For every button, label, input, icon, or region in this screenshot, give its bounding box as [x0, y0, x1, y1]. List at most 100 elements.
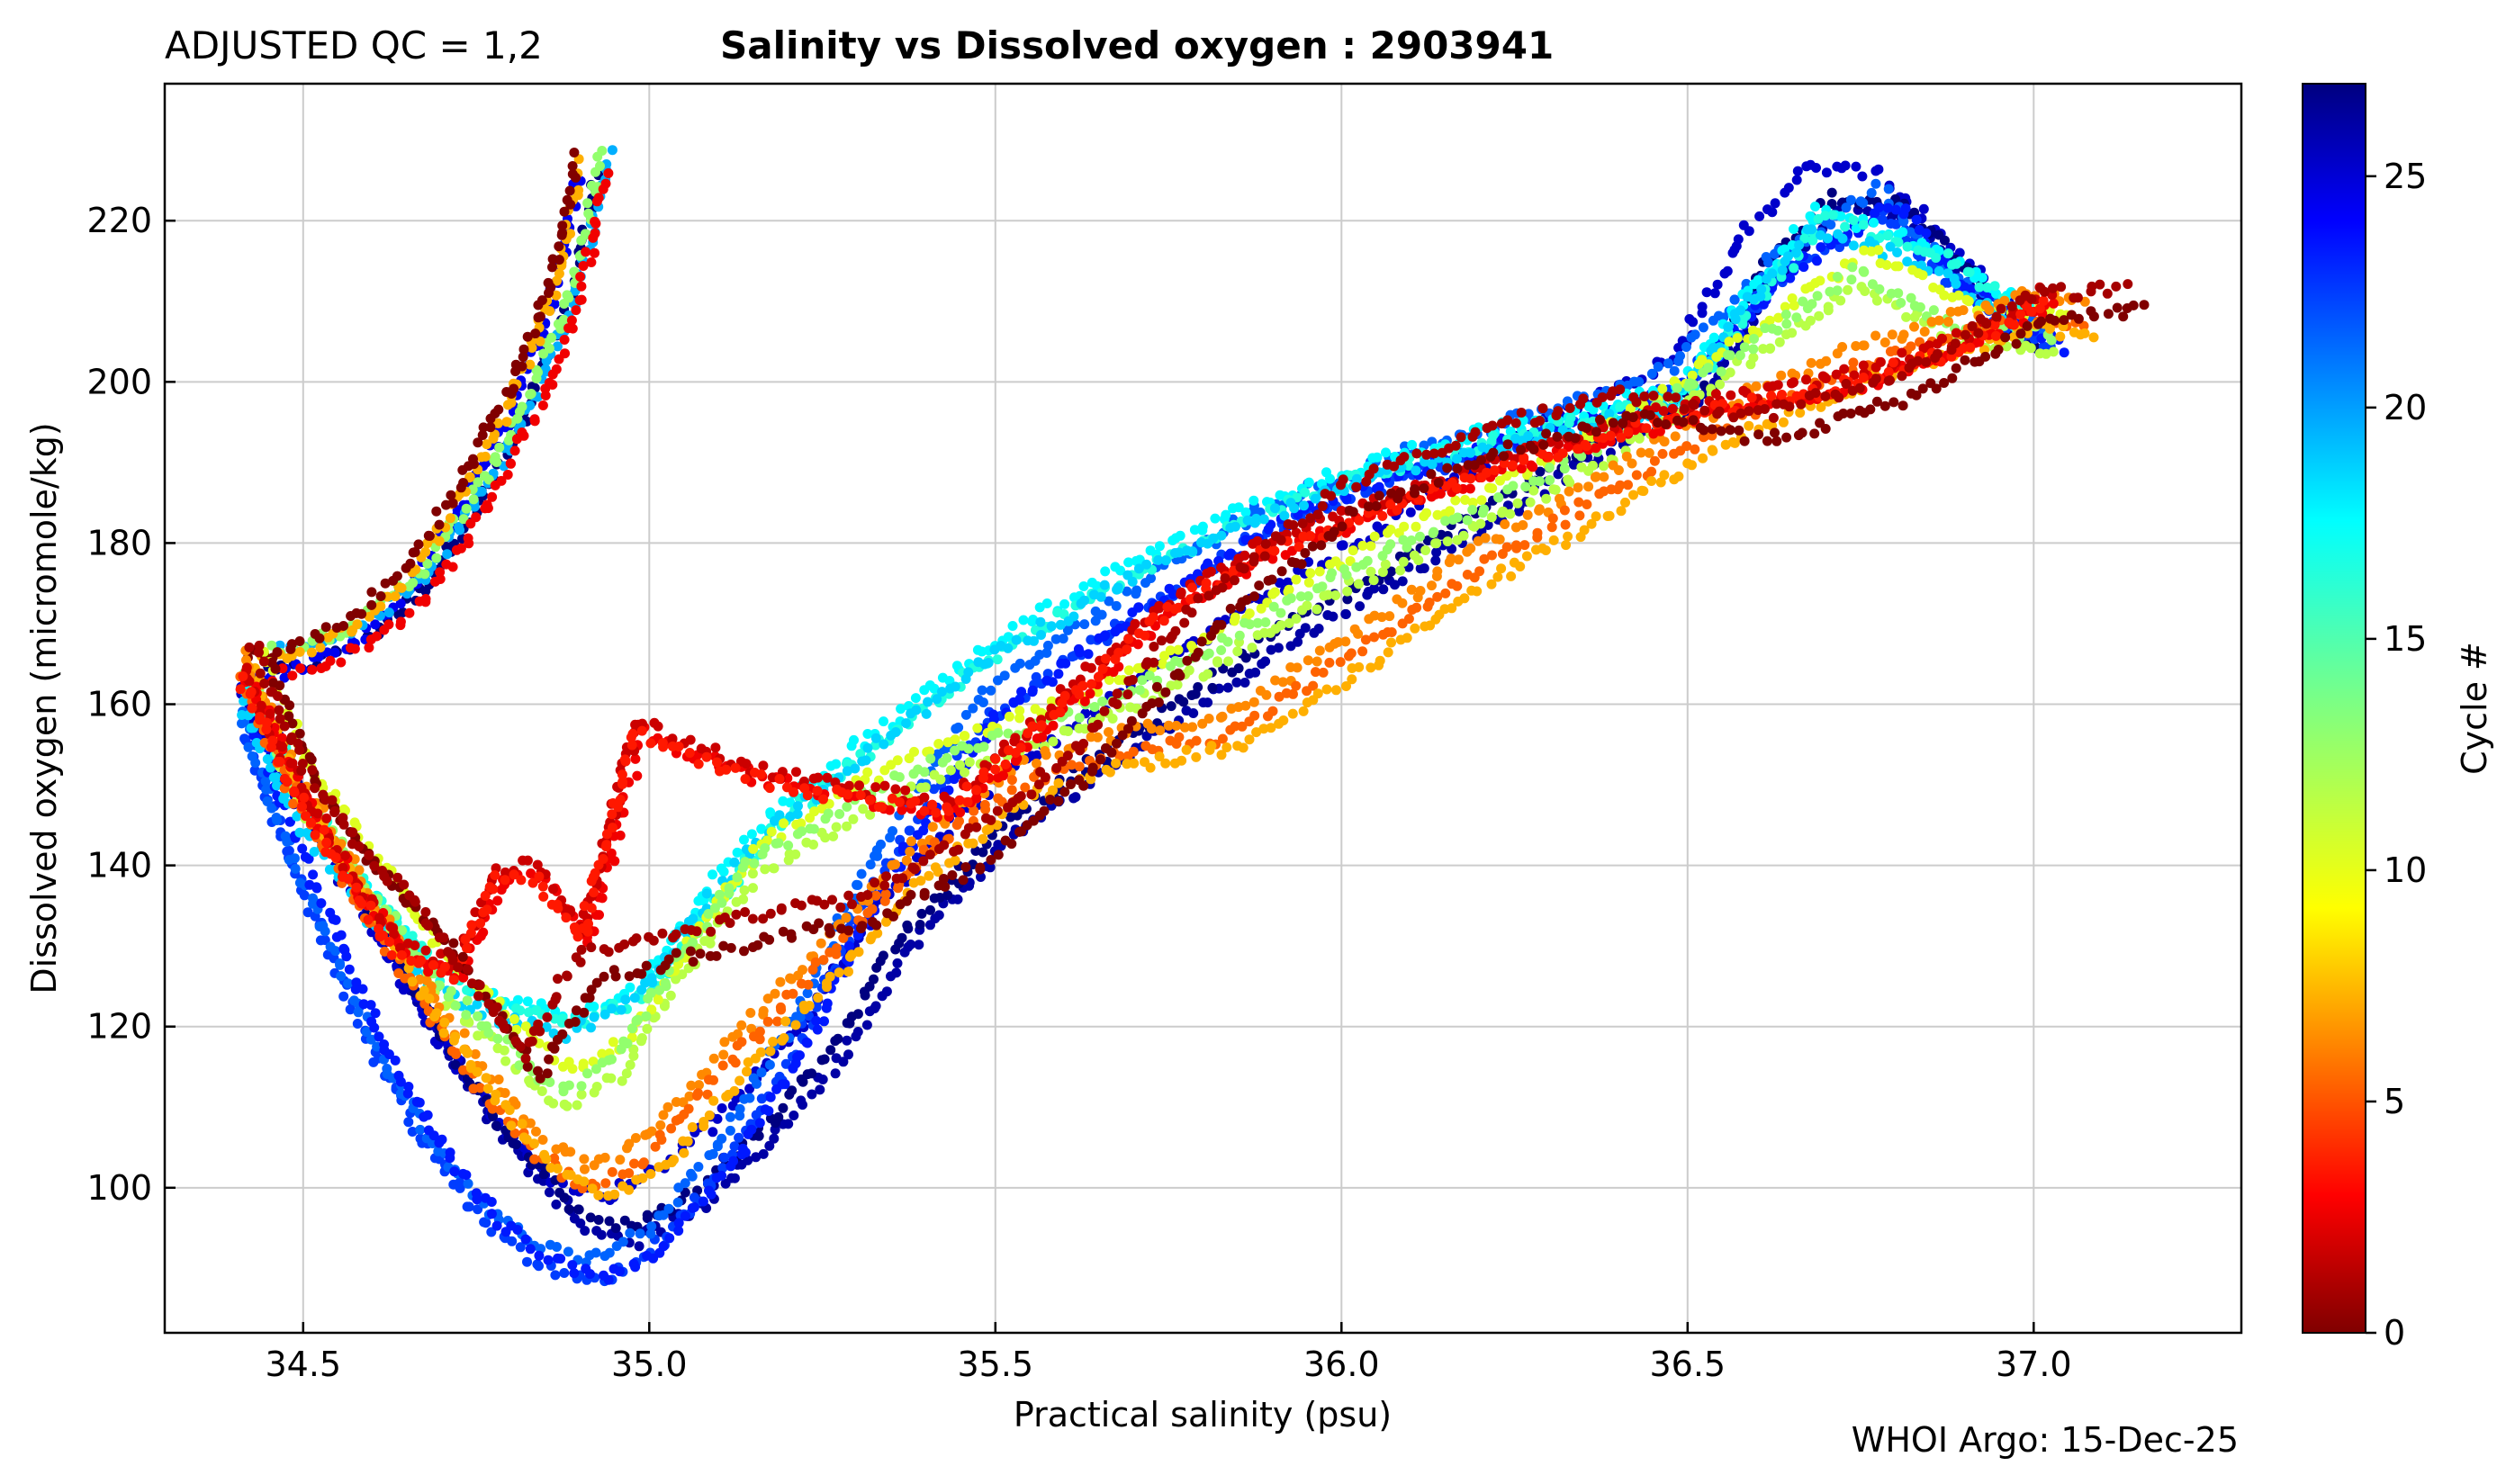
- data-point: [438, 1028, 449, 1039]
- data-point: [752, 1078, 762, 1089]
- data-point: [581, 247, 591, 257]
- data-point: [580, 229, 590, 239]
- data-point: [911, 705, 922, 715]
- data-point: [574, 295, 585, 306]
- data-point: [414, 1097, 425, 1108]
- data-point: [1732, 333, 1743, 343]
- data-point: [677, 969, 688, 980]
- data-point: [1698, 322, 1708, 333]
- data-point: [1327, 568, 1337, 579]
- data-point: [809, 806, 820, 817]
- data-point: [687, 1122, 698, 1132]
- data-point: [1232, 646, 1243, 657]
- data-point: [753, 1130, 764, 1141]
- data-point: [978, 742, 989, 752]
- data-point: [528, 1138, 539, 1149]
- data-point: [719, 1152, 729, 1163]
- data-point: [1251, 727, 1262, 738]
- data-point: [689, 1202, 699, 1212]
- data-point: [1346, 648, 1357, 659]
- data-point: [1785, 273, 1796, 283]
- data-point: [1036, 630, 1046, 640]
- data-point: [1857, 171, 1868, 182]
- data-point: [1104, 767, 1115, 778]
- data-point: [306, 647, 317, 658]
- data-point: [818, 955, 829, 966]
- data-point: [1735, 350, 1745, 361]
- data-point: [446, 985, 456, 996]
- data-point: [1858, 220, 1869, 230]
- data-point: [942, 752, 952, 763]
- data-point: [795, 1050, 805, 1061]
- data-point: [783, 1119, 794, 1129]
- data-point: [717, 1170, 727, 1181]
- data-point: [1669, 365, 1680, 376]
- data-point: [642, 1023, 653, 1034]
- data-point: [1725, 367, 1735, 378]
- data-point: [622, 1039, 633, 1048]
- data-point: [491, 1220, 502, 1231]
- data-point: [260, 776, 271, 787]
- data-point: [1825, 286, 1835, 297]
- data-point: [461, 1010, 472, 1021]
- data-point: [855, 749, 866, 760]
- data-point: [1113, 582, 1123, 593]
- data-point: [294, 646, 305, 657]
- data-point: [1216, 750, 1227, 760]
- data-point: [852, 1009, 863, 1020]
- data-point: [1114, 751, 1125, 761]
- data-point: [1783, 251, 1793, 262]
- data-point: [1522, 509, 1533, 520]
- data-point: [1314, 566, 1325, 577]
- data-point: [462, 995, 473, 1006]
- data-point: [410, 547, 420, 557]
- data-point: [472, 1066, 482, 1077]
- data-point: [515, 1242, 526, 1253]
- data-point: [471, 512, 482, 523]
- data-point: [1251, 513, 1261, 524]
- data-point: [1879, 337, 1890, 347]
- data-point: [1314, 645, 1325, 656]
- data-point: [1322, 589, 1333, 600]
- data-point: [559, 335, 570, 345]
- data-point: [1330, 590, 1341, 600]
- data-point: [593, 1190, 604, 1201]
- data-point: [1751, 381, 1762, 391]
- data-point: [336, 657, 347, 668]
- data-point: [1681, 342, 1691, 352]
- data-point: [699, 1117, 709, 1127]
- data-point: [1847, 262, 1858, 273]
- data-point: [1447, 603, 1457, 614]
- data-point: [1703, 363, 1714, 373]
- data-point: [449, 1166, 460, 1177]
- data-point: [870, 1001, 881, 1012]
- data-point: [525, 1244, 536, 1255]
- data-point: [1450, 495, 1461, 506]
- data-point: [1303, 591, 1313, 601]
- data-point: [1500, 519, 1510, 529]
- data-point: [808, 823, 819, 834]
- data-point: [603, 168, 614, 178]
- data-point: [1141, 559, 1152, 570]
- data-point: [529, 1154, 540, 1165]
- data-point: [1312, 688, 1323, 699]
- data-point: [775, 976, 786, 987]
- data-point: [729, 1173, 740, 1183]
- data-point: [1729, 294, 1740, 305]
- data-point: [1939, 290, 1950, 301]
- data-point: [578, 261, 589, 271]
- data-point: [487, 1103, 498, 1114]
- data-point: [950, 734, 960, 745]
- data-point: [1369, 583, 1380, 594]
- data-point: [774, 1071, 785, 1082]
- data-point: [872, 928, 883, 939]
- data-point: [502, 470, 513, 480]
- data-point: [1874, 202, 1884, 212]
- data-point: [1427, 459, 1438, 470]
- data-point: [1476, 495, 1487, 506]
- data-point: [1042, 640, 1053, 651]
- data-point: [249, 765, 260, 776]
- data-point: [1851, 161, 1861, 172]
- data-point: [963, 743, 974, 754]
- data-point: [1173, 644, 1184, 655]
